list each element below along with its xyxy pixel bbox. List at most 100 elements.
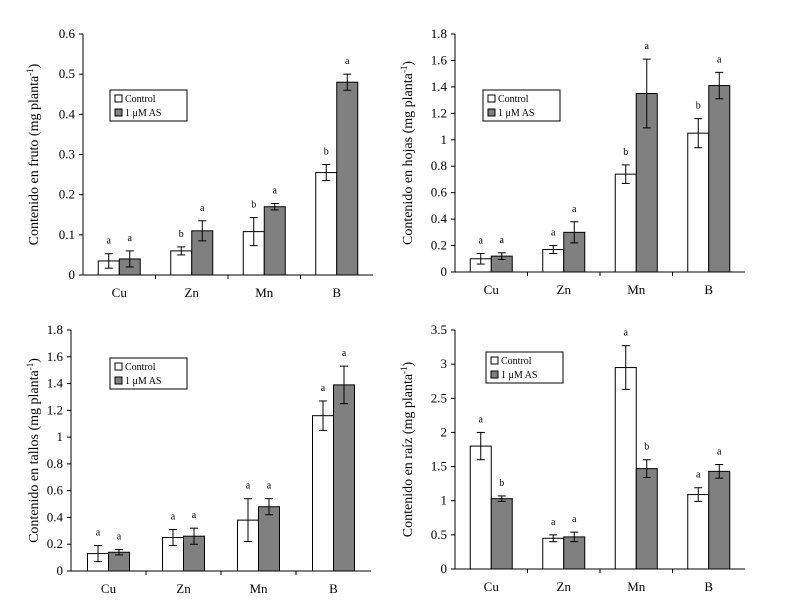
significance-letter: a — [246, 481, 251, 492]
y-tick-label: 0.2 — [59, 187, 75, 202]
bar-treatment-mn — [635, 468, 658, 570]
x-tick-label: B — [329, 581, 338, 596]
significance-letter: a — [321, 383, 326, 394]
bar-control-cu — [469, 445, 492, 570]
significance-letter: a — [479, 414, 484, 425]
significance-letter: b — [499, 478, 504, 489]
chart-panel-4: 0 0.5 1 1.5 2 2.5 3 3.5 Contenido en raíz (mg pl… — [399, 322, 745, 594]
y-tick-label: 1.6 — [431, 52, 448, 67]
y-tick-label: 0.4 — [431, 211, 448, 226]
y-tick-label: 2.5 — [431, 390, 447, 405]
bar-treatment-b — [336, 81, 359, 276]
y-tick-label: 0.8 — [47, 456, 63, 471]
legend-box — [109, 357, 188, 390]
legend: Control 1 μM AS — [482, 89, 561, 122]
significance-letter: b — [696, 101, 701, 112]
x-tick-label: Zn — [557, 579, 572, 594]
bar-control-b — [687, 494, 710, 570]
bar-treatment-b — [708, 85, 731, 273]
x-tick-label: B — [332, 285, 341, 300]
y-tick-label: 0.2 — [431, 238, 447, 253]
bar-treatment-cu — [490, 498, 513, 570]
legend-swatch-control — [490, 356, 499, 365]
bar-control-zn — [542, 537, 565, 570]
bar-treatment-mn — [263, 206, 286, 276]
y-tick-label: 1.2 — [47, 402, 63, 417]
y-tick-label: 3.5 — [431, 322, 447, 337]
x-tick-label: Zn — [557, 282, 572, 297]
y-tick-label: 0.5 — [431, 527, 447, 542]
significance-letter: b — [251, 200, 256, 211]
y-tick-label: 0 — [69, 267, 76, 282]
legend-box — [109, 89, 188, 122]
legend: Control 1 μM AS — [485, 351, 564, 384]
y-tick-label: 1.6 — [47, 349, 64, 364]
bar-treatment-mn — [258, 506, 280, 572]
y-tick-label: 0.5 — [59, 66, 75, 81]
y-axis-title: Contenido en tallos (mg planta-1) — [25, 358, 42, 543]
significance-letter: a — [717, 54, 722, 65]
significance-letter: a — [107, 236, 112, 247]
bar-treatment-b — [708, 470, 731, 570]
significance-letter: a — [273, 186, 278, 197]
significance-letter: a — [551, 517, 556, 528]
y-axis-title: Contenido en hojas (mg planta-1) — [399, 61, 416, 245]
legend-swatch-control — [114, 362, 123, 371]
legend-label-treatment: 1 μM AS — [125, 108, 161, 119]
significance-letter: a — [267, 481, 272, 492]
legend: Control 1 μM AS — [109, 89, 188, 122]
legend-swatch-treatment — [114, 376, 123, 385]
significance-letter: a — [572, 514, 577, 525]
x-tick-label: Cu — [484, 282, 500, 297]
legend-box — [485, 351, 564, 384]
significance-letter: b — [623, 147, 628, 158]
y-tick-label: 0 — [441, 264, 448, 279]
significance-letter: a — [117, 532, 122, 543]
y-tick-label: 0.1 — [59, 227, 75, 242]
x-tick-label: Mn — [627, 282, 646, 297]
y-tick-label: 1.2 — [431, 105, 447, 120]
significance-letter: a — [500, 235, 505, 246]
bar-treatment-b — [333, 384, 355, 572]
legend-swatch-treatment — [490, 370, 499, 379]
significance-letter: a — [717, 447, 722, 458]
significance-letter: a — [200, 203, 205, 214]
y-tick-label: 1.4 — [431, 79, 448, 94]
legend-box — [482, 89, 561, 122]
x-tick-label: Cu — [101, 581, 117, 596]
significance-letter: a — [696, 470, 701, 481]
y-axis-title: Contenido en fruto (mg planta-1) — [25, 63, 42, 245]
significance-letter: a — [572, 204, 577, 215]
y-tick-label: 0.2 — [47, 536, 63, 551]
y-tick-label: 0 — [57, 563, 64, 578]
significance-letter: b — [324, 147, 329, 158]
significance-letter: a — [624, 328, 629, 339]
significance-letter: a — [192, 510, 197, 521]
legend-label-treatment: 1 μM AS — [501, 370, 537, 381]
legend-swatch-control — [487, 94, 496, 103]
y-tick-label: 2 — [441, 424, 448, 439]
y-axis-title: Contenido en raíz (mg planta-1) — [399, 361, 416, 537]
y-tick-label: 1 — [441, 132, 448, 147]
y-tick-label: 1.5 — [431, 459, 447, 474]
legend-label-control: Control — [125, 94, 156, 105]
y-tick-label: 0.8 — [431, 158, 447, 173]
y-tick-label: 3 — [441, 356, 448, 371]
y-tick-label: 0 — [441, 561, 448, 576]
chart-panel-1: 0 0.1 0.2 0.3 0.4 0.5 0.6 Contenido en fruto (m… — [25, 26, 373, 300]
bar-control-b — [312, 415, 334, 572]
y-tick-label: 0.6 — [47, 483, 64, 498]
y-tick-label: 0.4 — [47, 509, 64, 524]
bar-control-mn — [614, 173, 637, 273]
significance-letter: a — [479, 235, 484, 246]
legend: Control 1 μM AS — [109, 357, 188, 390]
y-tick-label: 0.6 — [431, 185, 448, 200]
legend-swatch-control — [114, 94, 123, 103]
x-tick-label: Cu — [484, 579, 500, 594]
x-tick-label: Mn — [627, 579, 646, 594]
x-tick-label: B — [704, 282, 713, 297]
y-tick-label: 1.4 — [47, 376, 64, 391]
x-tick-label: Cu — [112, 285, 128, 300]
chart-panel-2: 0 0.2 0.4 0.6 0.8 1 1.2 1.4 1.6 1.8 Contenido en h… — [399, 26, 745, 297]
